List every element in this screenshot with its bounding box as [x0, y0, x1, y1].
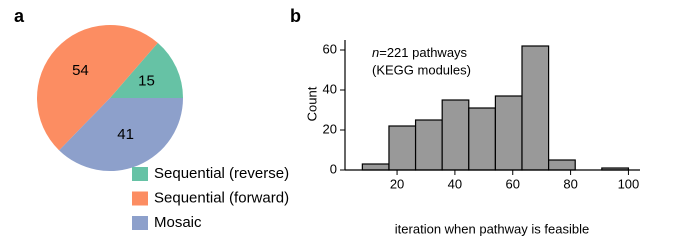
x-tick-label: 100: [618, 176, 640, 191]
slice-label: 41: [117, 126, 134, 143]
legend-swatch: [132, 216, 148, 230]
histogram-bar: [548, 159, 576, 171]
histogram-bar: [361, 163, 390, 171]
slice-label: 54: [72, 62, 89, 79]
pie-slice: [59, 98, 183, 171]
panel-label: a: [14, 6, 25, 26]
annotation-variable: n: [372, 45, 379, 60]
histogram-bar: [441, 99, 470, 171]
panel-label: b: [290, 6, 301, 26]
histogram-bar: [388, 125, 417, 171]
y-tick-label: 60: [323, 41, 337, 56]
y-tick-label: 40: [323, 81, 337, 96]
legend-label: Sequential (reverse): [154, 165, 289, 182]
legend-swatch: [132, 191, 148, 206]
y-axis-label: Count: [304, 86, 319, 121]
annotation: n=221 pathways: [372, 45, 468, 60]
legend-label: Mosaic: [154, 214, 202, 231]
legend-swatch: [132, 167, 148, 181]
pie-slice: [37, 25, 158, 151]
y-tick-label: 20: [323, 121, 337, 136]
legend-label: Sequential (forward): [154, 189, 289, 206]
x-tick-label: 40: [448, 176, 462, 191]
histogram-bar: [494, 95, 523, 171]
histogram-bar: [468, 107, 496, 171]
slice-label: 15: [138, 72, 155, 89]
x-tick-label: 80: [563, 176, 577, 191]
y-tick-label: 0: [330, 161, 337, 176]
annotation-text: =221 pathways: [379, 45, 467, 60]
histogram-bar: [414, 119, 443, 171]
histogram-bar: [521, 45, 550, 171]
pie-slice: [110, 42, 183, 98]
x-axis-label: iteration when pathway is feasible: [395, 221, 589, 236]
x-tick-label: 20: [390, 176, 404, 191]
x-tick-label: 60: [506, 176, 520, 191]
annotation-note: (KEGG modules): [372, 62, 471, 77]
